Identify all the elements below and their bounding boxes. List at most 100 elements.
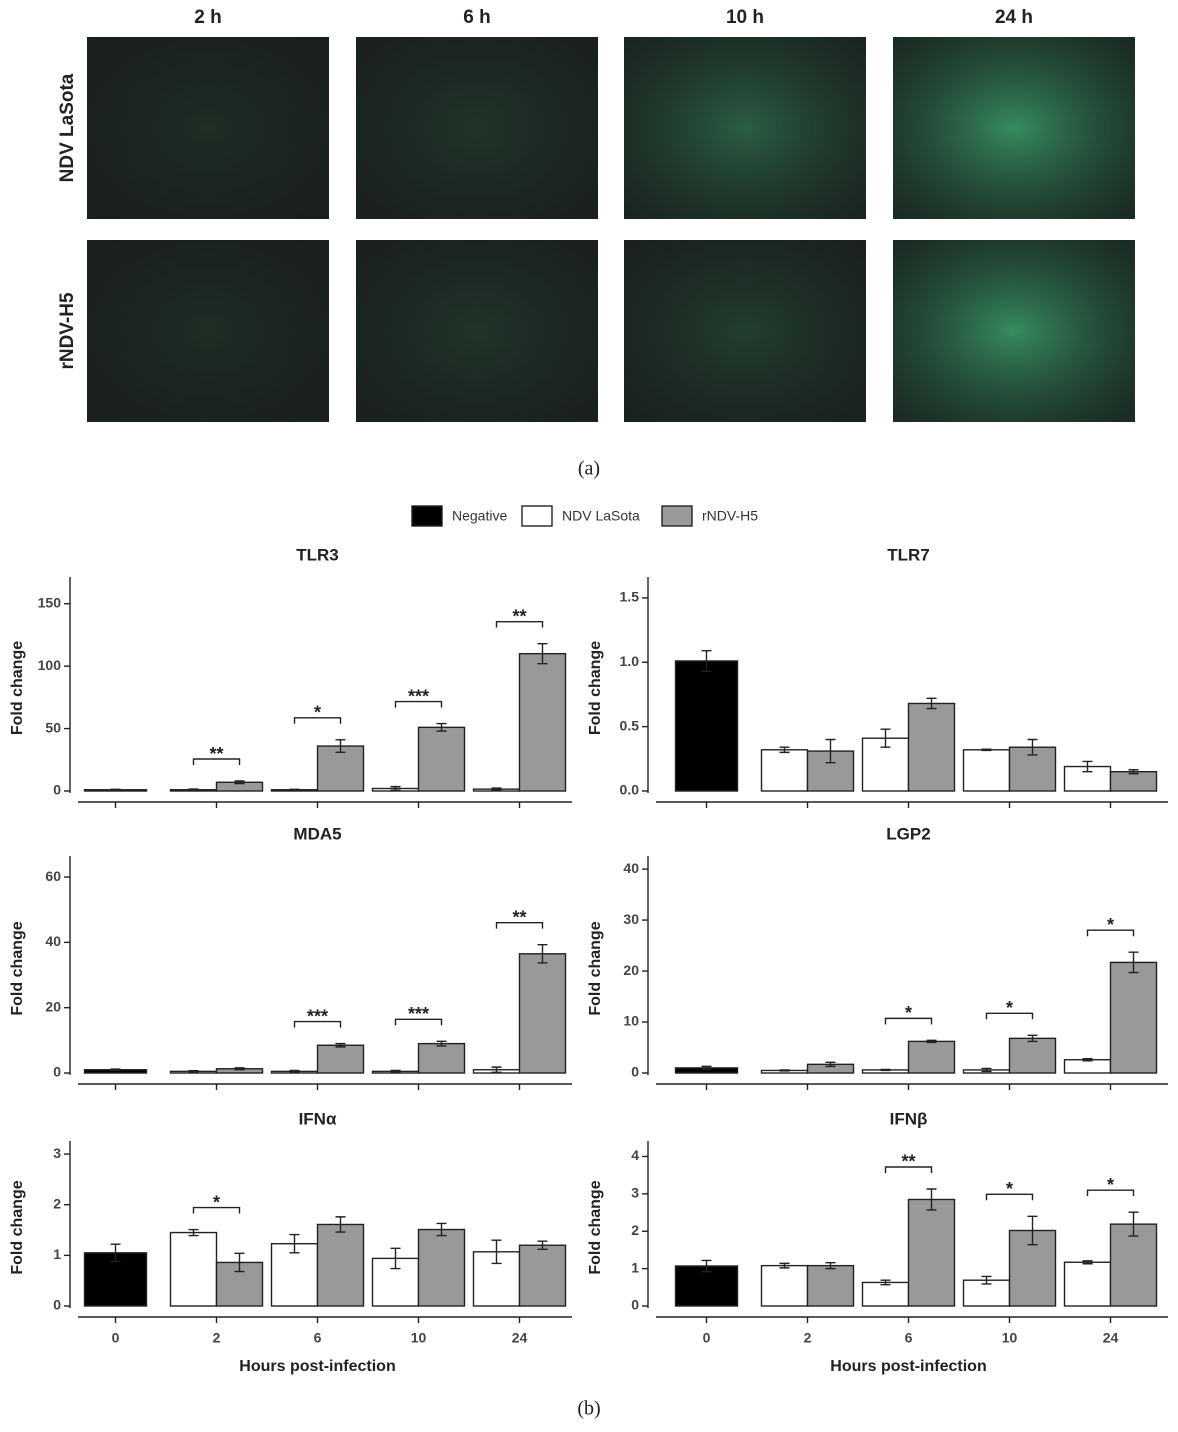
x-axis-label: Hours post-infection: [239, 1358, 395, 1375]
significance-label: **: [512, 907, 526, 927]
bar: [83, 1252, 148, 1307]
bar: [316, 1044, 365, 1074]
row-label: NDV LaSota: [57, 73, 78, 182]
y-tick-label: 0.5: [620, 717, 640, 733]
y-tick-label: 1.5: [620, 589, 640, 605]
error-bar: [335, 1216, 346, 1233]
legend-label: NDV LaSota: [562, 508, 640, 524]
x-tick-label: 6: [905, 1330, 913, 1346]
y-axis-label: Fold change: [587, 921, 604, 1015]
chart-title: LGP2: [886, 824, 930, 843]
bar: [417, 726, 466, 792]
error-bar: [491, 1239, 502, 1265]
error-bar: [779, 746, 790, 754]
bar: [417, 1042, 466, 1074]
error-bar: [110, 788, 121, 791]
error-bar: [436, 722, 447, 732]
y-tick-label: 60: [45, 868, 61, 884]
error-bar: [825, 1261, 836, 1270]
error-bar: [436, 1040, 447, 1047]
significance-label: *: [314, 703, 321, 723]
significance-label: *: [905, 1003, 912, 1023]
legend-swatch: [661, 505, 693, 527]
error-bar: [1027, 738, 1038, 756]
bar: [518, 652, 567, 792]
significance-bracket: [884, 1017, 933, 1025]
y-tick-label: 10: [623, 1013, 639, 1029]
significance-label: ***: [307, 1006, 328, 1026]
significance-label: **: [512, 606, 526, 626]
significance-label: *: [1006, 998, 1013, 1018]
y-tick-label: 2: [631, 1222, 639, 1238]
significance-label: *: [1107, 1175, 1114, 1195]
bar: [1109, 770, 1158, 792]
significance-label: ***: [408, 686, 429, 706]
bar: [907, 1040, 956, 1074]
significance-bracket: [1086, 929, 1135, 937]
error-bar: [779, 1069, 790, 1072]
error-bar: [234, 780, 245, 785]
micrograph-signal: [893, 240, 1135, 422]
x-tick-label: 10: [411, 1330, 427, 1346]
error-bar: [1128, 1211, 1139, 1237]
significance-bracket: [293, 1020, 342, 1028]
error-bar: [537, 943, 548, 964]
significance-label: *: [1107, 915, 1114, 935]
error-bar: [981, 1067, 992, 1073]
bar: [1063, 1261, 1112, 1307]
significance-bracket: [985, 1193, 1034, 1201]
error-bar: [390, 1069, 401, 1074]
error-bar: [491, 1066, 502, 1074]
y-tick-label: 1: [631, 1259, 639, 1275]
y-axis-label: Fold change: [9, 1180, 26, 1274]
y-axis-label: Fold change: [587, 641, 604, 735]
x-tick-label: 0: [112, 1330, 120, 1346]
bar: [962, 749, 1011, 792]
bar: [1008, 1037, 1057, 1074]
significance-bracket: [394, 1018, 443, 1026]
error-bar: [701, 1259, 712, 1273]
significance-bracket: [884, 1166, 933, 1173]
bar: [316, 745, 365, 792]
bar: [1109, 1223, 1158, 1307]
error-bar: [1027, 1215, 1038, 1246]
legend-label: rNDV-H5: [702, 508, 758, 524]
bar: [760, 1264, 809, 1307]
y-tick-label: 0: [631, 1297, 639, 1313]
bar: [518, 1244, 567, 1307]
y-axis-label: Fold change: [9, 921, 26, 1015]
y-tick-label: 20: [623, 962, 639, 978]
micrograph-signal: [87, 37, 329, 219]
error-bar: [1027, 1034, 1038, 1043]
error-bar: [981, 748, 992, 752]
y-tick-label: 1: [53, 1246, 61, 1262]
x-tick-label: 24: [1103, 1330, 1119, 1346]
significance-label: *: [213, 1192, 220, 1212]
bar: [760, 749, 809, 792]
error-bar: [926, 1039, 937, 1044]
error-bar: [825, 1061, 836, 1068]
bar: [169, 1231, 218, 1307]
error-bar: [289, 1069, 300, 1074]
micrograph-signal: [624, 240, 866, 422]
chart-title: TLR7: [887, 545, 930, 564]
caption-a: (a): [578, 458, 600, 480]
error-bar: [926, 697, 937, 710]
x-tick-label: 0: [703, 1330, 711, 1346]
chart-title: IFNα: [299, 1109, 337, 1128]
significance-label: ***: [408, 1004, 429, 1024]
error-bar: [289, 1233, 300, 1254]
error-bar: [335, 739, 346, 753]
significance-bracket: [293, 717, 342, 724]
error-bar: [926, 1188, 937, 1211]
chart-title: TLR3: [296, 545, 339, 564]
error-bar: [537, 1240, 548, 1250]
column-label: 24 h: [995, 7, 1033, 28]
significance-bracket: [192, 758, 241, 766]
error-bar: [701, 649, 712, 672]
y-tick-label: 0: [53, 782, 61, 798]
y-axis-label: Fold change: [9, 641, 26, 735]
y-tick-label: 3: [53, 1145, 61, 1161]
y-tick-label: 30: [623, 911, 639, 927]
